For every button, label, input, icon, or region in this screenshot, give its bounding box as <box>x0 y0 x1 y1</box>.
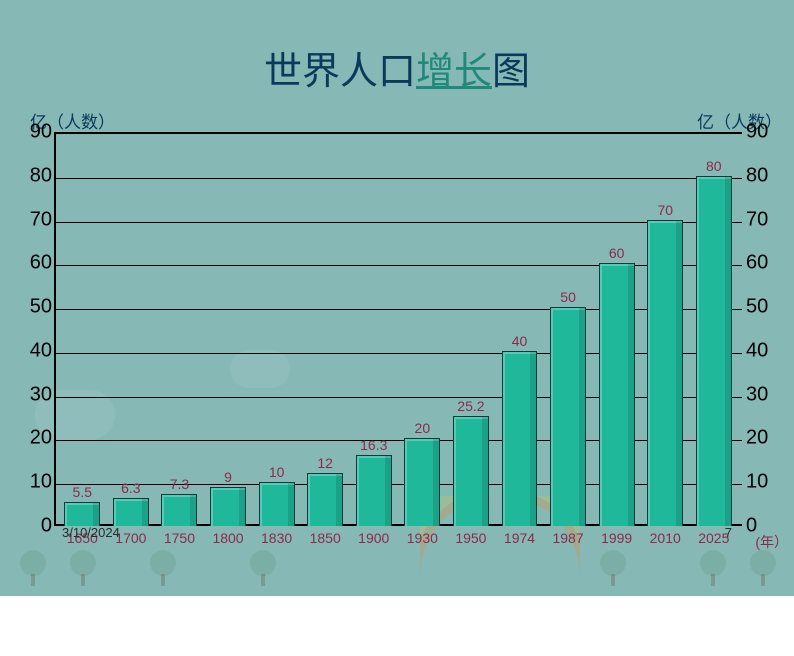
bar-rect <box>647 220 683 526</box>
bar-value-label: 80 <box>706 158 722 174</box>
title-accent: 增长 <box>416 51 492 93</box>
bar-rect <box>696 176 732 526</box>
footer-page: 7 <box>725 525 732 540</box>
y-tick-right: 20 <box>746 427 768 450</box>
bar-value-label: 50 <box>560 289 576 305</box>
bar-slot: 501987 <box>544 132 593 526</box>
y-tick-right: 40 <box>746 339 768 362</box>
bar-x-label: 1900 <box>358 530 389 546</box>
bar-rect <box>453 416 489 526</box>
bar-rect <box>113 498 149 526</box>
bar-value-label: 10 <box>269 464 285 480</box>
bar-value-label: 20 <box>415 420 431 436</box>
y-tick-left: 40 <box>12 339 52 362</box>
y-tick-right: 80 <box>746 164 768 187</box>
bar-x-label: 1999 <box>601 530 632 546</box>
y-tick-left: 50 <box>12 296 52 319</box>
title-suffix: 图 <box>492 51 530 93</box>
bar-slot: 601999 <box>592 132 641 526</box>
y-tick-left: 20 <box>12 427 52 450</box>
bar-slot: 121850 <box>301 132 350 526</box>
decor-tree <box>20 536 46 586</box>
y-tick-left: 30 <box>12 383 52 406</box>
bar-slot: 16.31900 <box>349 132 398 526</box>
bar-slot: 5.51650 <box>58 132 107 526</box>
bar-slot: 25.21950 <box>447 132 496 526</box>
bar-value-label: 16.3 <box>360 437 387 453</box>
bar-slot: 401974 <box>495 132 544 526</box>
y-tick-right: 90 <box>746 121 768 144</box>
bar-x-label: 1800 <box>212 530 243 546</box>
y-tick-right: 60 <box>746 252 768 275</box>
title-prefix: 世界人口 <box>264 51 416 93</box>
y-tick-right: 30 <box>746 383 768 406</box>
bar-value-label: 6.3 <box>121 480 140 496</box>
y-tick-right: 70 <box>746 208 768 231</box>
bar-value-label: 40 <box>512 333 528 349</box>
bar-rect <box>550 307 586 526</box>
bar-value-label: 12 <box>317 455 333 471</box>
x-axis-unit: (年） <box>755 532 788 552</box>
bar-rect <box>210 487 246 526</box>
bar-x-label: 1700 <box>115 530 146 546</box>
bar-x-label: 1850 <box>310 530 341 546</box>
bar-x-label: 1974 <box>504 530 535 546</box>
bar-slot: 6.31700 <box>107 132 156 526</box>
bar-x-label: 1830 <box>261 530 292 546</box>
bar-value-label: 70 <box>657 202 673 218</box>
bar-x-label: 1750 <box>164 530 195 546</box>
bar-slot: 201930 <box>398 132 447 526</box>
bar-rect <box>502 351 538 526</box>
bar-x-label: 1950 <box>455 530 486 546</box>
y-tick-left: 10 <box>12 471 52 494</box>
bar-value-label: 25.2 <box>457 398 484 414</box>
bar-slot: 91800 <box>204 132 253 526</box>
bar-rect <box>161 494 197 526</box>
chart-title: 世界人口增长图 <box>0 40 794 95</box>
y-tick-right: 10 <box>746 471 768 494</box>
bar-x-label: 1930 <box>407 530 438 546</box>
bar-rect <box>307 473 343 526</box>
bar-value-label: 60 <box>609 245 625 261</box>
bar-slot: 802025 <box>690 132 739 526</box>
y-tick-right: 50 <box>746 296 768 319</box>
y-tick-left: 0 <box>12 515 52 538</box>
bar-x-label: 2010 <box>650 530 681 546</box>
y-tick-left: 90 <box>12 121 52 144</box>
bar-slot: 7.31750 <box>155 132 204 526</box>
bar-value-label: 7.3 <box>170 476 189 492</box>
bar-x-label: 1987 <box>552 530 583 546</box>
bar-value-label: 9 <box>224 469 232 485</box>
bar-slot: 702010 <box>641 132 690 526</box>
bar-slot: 101830 <box>252 132 301 526</box>
bar-value-label: 5.5 <box>73 484 92 500</box>
bars-container: 5.516506.317007.317509180010183012185016… <box>54 132 742 526</box>
y-axis-label-right: 亿（人数） <box>697 108 782 133</box>
bar-rect <box>259 482 295 526</box>
bar-rect <box>64 502 100 526</box>
bar-rect <box>356 455 392 526</box>
bar-rect <box>404 438 440 526</box>
y-tick-left: 60 <box>12 252 52 275</box>
footer-date: 3/10/2024 <box>62 525 120 540</box>
y-tick-left: 80 <box>12 164 52 187</box>
bar-rect <box>599 263 635 526</box>
y-tick-left: 70 <box>12 208 52 231</box>
